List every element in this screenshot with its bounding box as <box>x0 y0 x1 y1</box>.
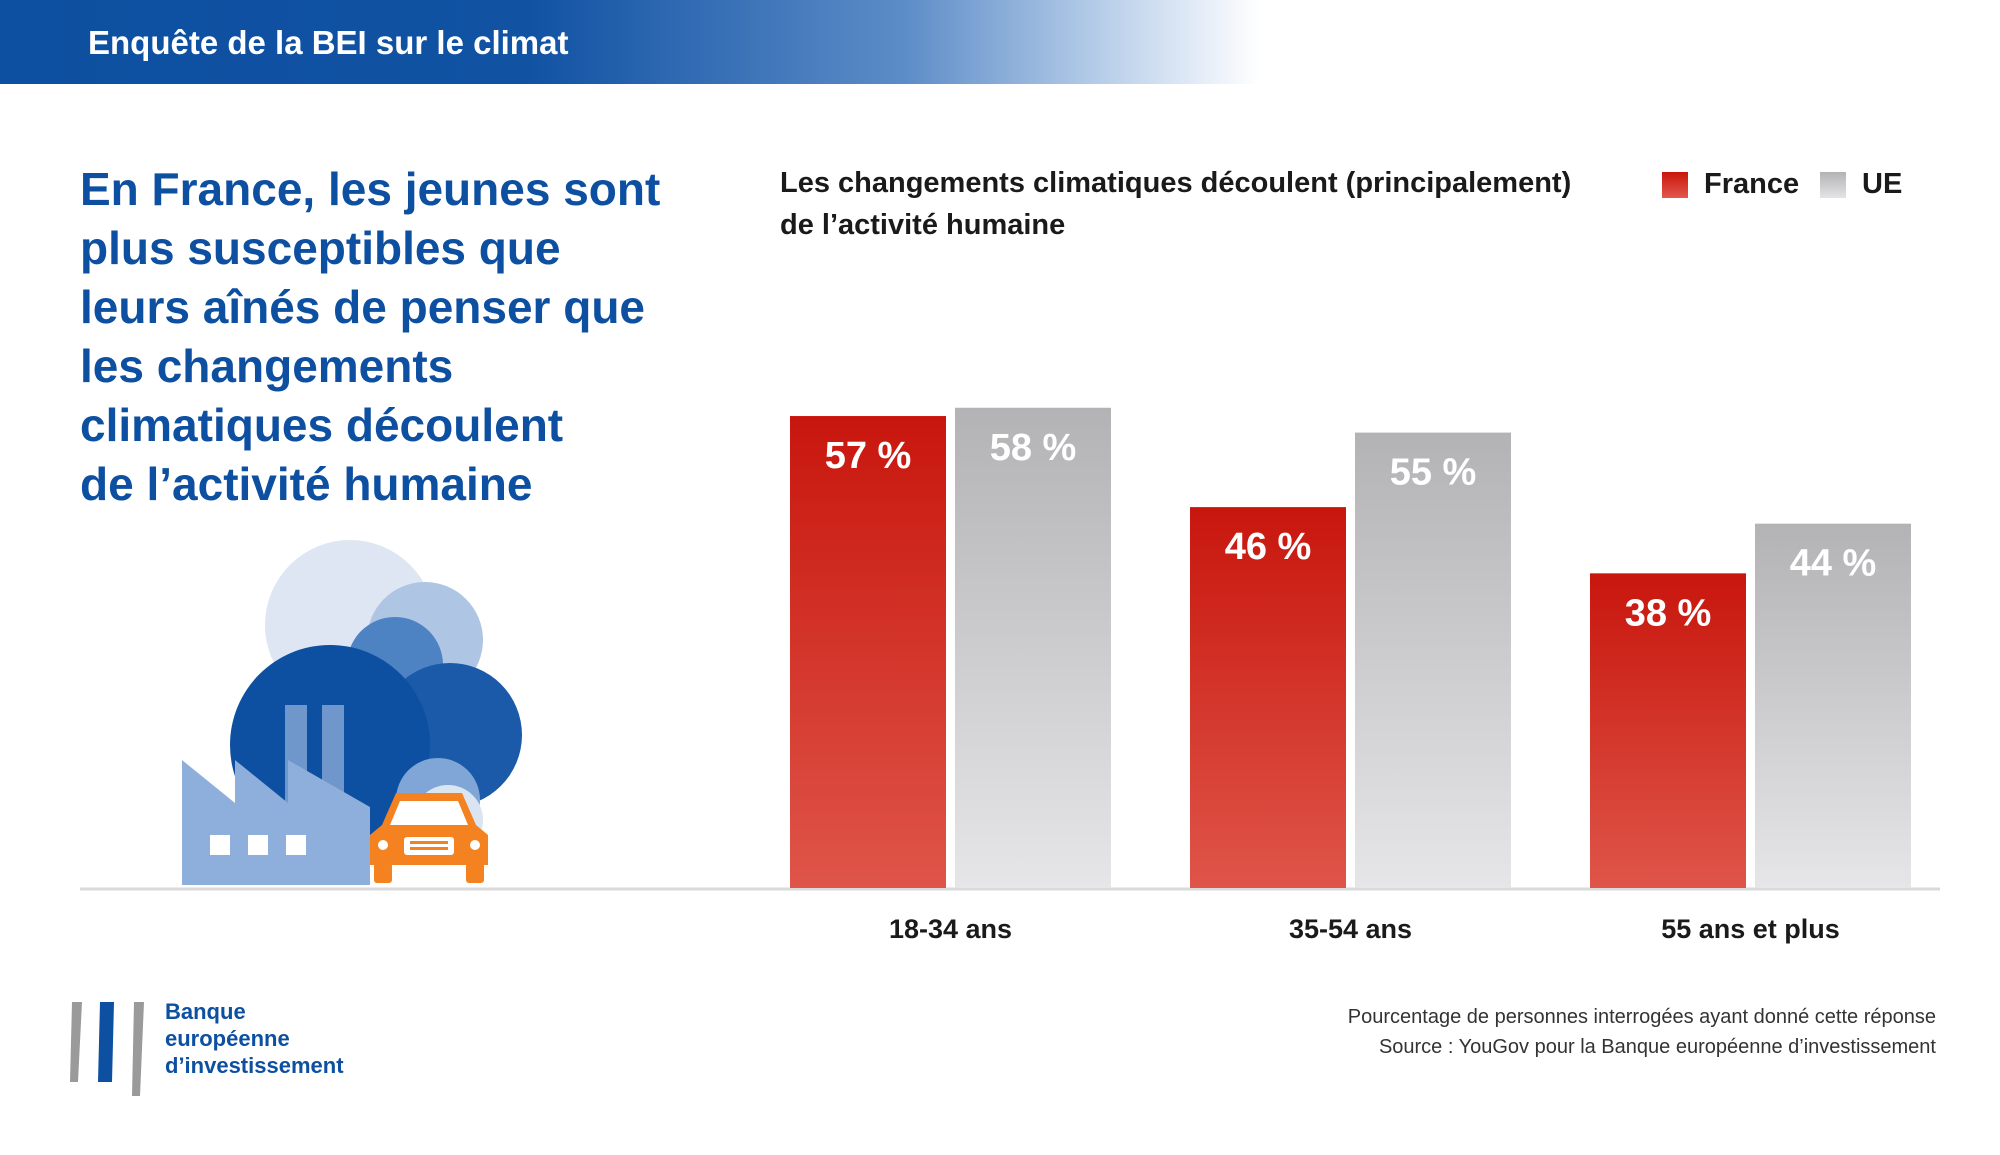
data-label-france-0: 57 % <box>825 435 912 477</box>
legend-item-ue: UE <box>1820 168 1902 201</box>
chart-title: Les changements climatiques découlent (p… <box>780 162 1640 246</box>
data-label-ue-1: 55 % <box>1390 452 1477 494</box>
headline-line: plus susceptibles que <box>80 222 561 274</box>
legend-swatch-ue <box>1820 171 1846 198</box>
footnote: Pourcentage de personnes interrogées aya… <box>1348 1002 1936 1062</box>
legend-swatch-france <box>1662 171 1688 198</box>
legend-item-france: France <box>1662 168 1799 201</box>
x-tick-label: 55 ans et plus <box>1661 914 1840 944</box>
headline-line: les changements <box>80 340 454 392</box>
bar-france-0 <box>790 416 946 888</box>
bar-ue-2 <box>1755 523 1911 888</box>
header-banner: Enquête de la BEI sur le climat <box>0 0 1260 84</box>
bar-ue-0 <box>955 407 1111 888</box>
x-tick-label: 35-54 ans <box>1289 914 1412 944</box>
headline-line: En France, les jeunes sont <box>80 163 661 215</box>
bar-france-1 <box>1190 507 1346 888</box>
footnote-description: Pourcentage de personnes interrogées aya… <box>1347 1006 1936 1028</box>
legend-label-france: France <box>1704 168 1800 200</box>
survey-title: Enquête de la BEI sur le climat <box>88 24 569 61</box>
headline: En France, les jeunes sont plus suscepti… <box>80 160 700 514</box>
factory-icon <box>182 705 370 885</box>
data-label-ue-2: 44 % <box>1790 543 1877 585</box>
eib-logo-icon <box>70 1002 144 1096</box>
headline-line: de l’activité humaine <box>80 458 533 510</box>
bar-france-2 <box>1590 573 1746 888</box>
pollution-illustration <box>182 540 522 885</box>
data-label-france-2: 38 % <box>1625 592 1712 634</box>
legend-label-ue: UE <box>1862 168 1903 200</box>
headline-line: climatiques découlent <box>80 399 564 451</box>
eib-logo-text: Banque européenne d’investissement <box>165 998 344 1079</box>
data-label-ue-0: 58 % <box>990 427 1077 469</box>
chart-title-line: de l’activité humaine <box>780 209 1066 241</box>
chart-title-line: Les changements climatiques découlent (p… <box>780 167 1572 199</box>
headline-line: leurs aînés de penser que <box>80 281 646 333</box>
logo-line: Banque <box>165 999 246 1024</box>
logo-line: d’investissement <box>165 1053 344 1078</box>
car-icon <box>370 793 488 883</box>
logo-line: européenne <box>165 1026 290 1051</box>
x-tick-label: 18-34 ans <box>889 914 1012 944</box>
footnote-source: Source : YouGov pour la Banque européenn… <box>1378 1036 1936 1058</box>
bar-ue-1 <box>1355 432 1511 888</box>
data-label-france-1: 46 % <box>1225 526 1312 568</box>
smoke-cloud-icon <box>230 540 522 855</box>
